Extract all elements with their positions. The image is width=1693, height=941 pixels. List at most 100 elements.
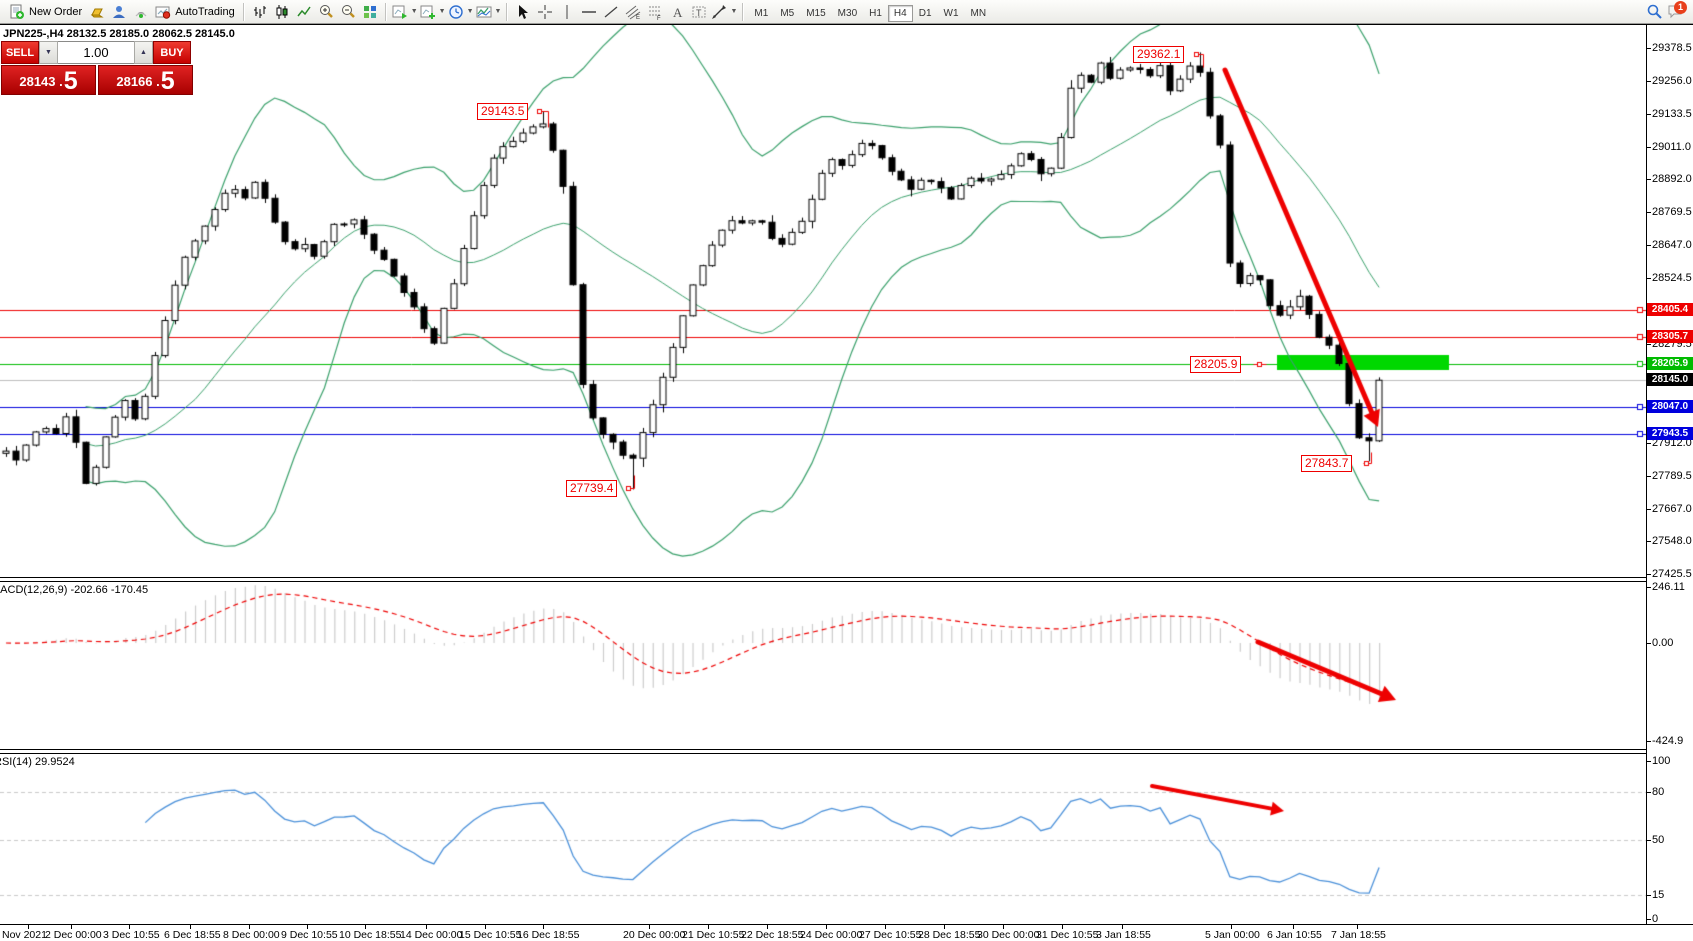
bar-chart-icon[interactable]	[249, 2, 271, 22]
rsi-tick-label: 100	[1646, 754, 1671, 767]
time-tick-label: 31 Dec 10:55	[1036, 929, 1099, 941]
pane-separator[interactable]	[0, 749, 1693, 754]
periods-dropdown-icon[interactable]: ▼	[447, 2, 475, 22]
vertical-line-icon[interactable]	[556, 2, 578, 22]
crosshair-icon[interactable]	[534, 2, 556, 22]
timeframe-button-h1[interactable]: H1	[869, 7, 882, 19]
time-tick	[1293, 925, 1294, 929]
indicators-icon[interactable]: ▼	[419, 2, 447, 22]
time-axis[interactable]: Nov 2021 2 Dec 00:00 3 Dec 10:55 6 Dec 18:5…	[0, 925, 1693, 941]
macd-tick-label: 0.00	[1646, 637, 1674, 649]
price-tick-label: 27548.0	[1647, 535, 1692, 547]
new-order-button[interactable]: New Order	[29, 5, 83, 18]
time-tick-label: 30 Dec 00:00	[977, 929, 1040, 941]
level-price-marker: 28205.9	[1647, 356, 1693, 370]
time-tick	[649, 925, 650, 929]
text-label-icon[interactable]: T	[688, 2, 710, 22]
fibonacci-icon[interactable]: F	[644, 2, 666, 22]
time-tick	[885, 925, 886, 929]
timeframe-button-m15[interactable]: M15	[806, 7, 826, 19]
autotrading-button[interactable]: AutoTrading	[175, 5, 235, 18]
svg-text:F: F	[657, 16, 661, 20]
price-tick-label: 28769.5	[1647, 206, 1692, 219]
timeframe-button-mn[interactable]: MN	[970, 7, 987, 19]
buy-price-display[interactable]: 28166 . 5	[98, 65, 193, 95]
gold-icon[interactable]	[86, 2, 108, 22]
price-tick-label: 27667.0	[1647, 502, 1692, 515]
toolbar-separator	[242, 2, 245, 21]
arrows-dropdown-icon[interactable]: ▼	[710, 2, 738, 22]
new-order-icon[interactable]	[6, 2, 28, 22]
one-click-trading-panel: SELL ▼ ▲ BUY 28143 . 5 28166 . 5	[1, 41, 195, 95]
rsi-tick-label: 50	[1646, 833, 1665, 846]
new-chart-icon[interactable]: ▼	[391, 2, 419, 22]
time-tick-label: 6 Jan 10:55	[1267, 929, 1322, 941]
symbol-ohlc-header: JPN225-,H4 28132.5 28185.0 28062.5 28145…	[3, 28, 235, 40]
price-tick-label: 29256.0	[1647, 74, 1692, 87]
timeframe-button-h4[interactable]: H4	[887, 4, 913, 22]
time-tick	[1357, 925, 1358, 929]
time-tick	[944, 925, 945, 929]
line-chart-icon[interactable]	[293, 2, 315, 22]
volume-increase-button[interactable]: ▲	[134, 41, 153, 64]
toolbar-separator	[742, 2, 745, 21]
price-tick-label: 28892.0	[1647, 173, 1692, 186]
level-price-marker: 27943.5	[1647, 427, 1693, 441]
notification-badge[interactable]: 1	[1674, 0, 1687, 14]
timeframe-button-m30[interactable]: M30	[837, 7, 858, 19]
horizontal-line-icon[interactable]	[578, 2, 600, 22]
price-callout-label[interactable]: 27843.7	[1301, 455, 1353, 472]
volume-decrease-button[interactable]: ▼	[39, 41, 58, 64]
price-callout-label[interactable]: 27739.4	[566, 480, 618, 497]
pane-separator[interactable]	[0, 577, 1693, 582]
signal-icon[interactable]	[130, 2, 152, 22]
time-tick-label: 10 Dec 18:55	[339, 929, 402, 941]
sell-button[interactable]: SELL	[1, 41, 39, 64]
buy-price-pips: 5	[160, 67, 175, 95]
time-tick-label: 8 Dec 00:00	[223, 929, 280, 941]
buy-button[interactable]: BUY	[153, 41, 191, 64]
timeframe-button-m1[interactable]: M1	[754, 7, 769, 19]
notifications-icon[interactable]: 1	[1665, 0, 1687, 22]
current-price-marker: 28145.0	[1647, 373, 1693, 387]
templates-dropdown-icon[interactable]: ▼	[475, 2, 503, 22]
sell-price-main: 28143 .	[19, 74, 63, 89]
search-icon[interactable]	[1643, 2, 1665, 22]
rsi-tick-label: 15	[1646, 889, 1665, 902]
timeframe-button-w1[interactable]: W1	[943, 7, 959, 19]
time-tick	[426, 925, 427, 929]
time-tick-label: Nov 2021	[2, 929, 47, 941]
price-callout-label[interactable]: 28205.9	[1190, 356, 1242, 373]
trendline-icon[interactable]	[600, 2, 622, 22]
candlestick-chart-icon[interactable]	[271, 2, 293, 22]
main-price-chart[interactable]	[0, 25, 1646, 577]
level-price-marker: 28405.4	[1647, 303, 1693, 317]
channel-icon[interactable]: E	[622, 2, 644, 22]
chart-top-border	[0, 24, 1693, 25]
time-tick	[1122, 925, 1123, 929]
price-callout-label[interactable]: 29143.5	[477, 103, 529, 120]
macd-indicator-pane[interactable]	[0, 581, 1646, 749]
autotrading-icon[interactable]	[152, 2, 174, 22]
timeframe-button-m5[interactable]: M5	[780, 7, 795, 19]
volume-input[interactable]	[58, 41, 134, 64]
sell-price-display[interactable]: 28143 . 5	[1, 65, 96, 95]
zoom-in-icon[interactable]	[315, 2, 337, 22]
price-callout-label[interactable]: 29362.1	[1133, 46, 1185, 63]
zoom-out-icon[interactable]	[337, 2, 359, 22]
community-icon[interactable]	[108, 2, 130, 22]
cursor-icon[interactable]	[512, 2, 534, 22]
time-tick	[307, 925, 308, 929]
time-tick	[1062, 925, 1063, 929]
tile-windows-icon[interactable]	[359, 2, 381, 22]
time-tick	[71, 925, 72, 929]
price-axis[interactable]: 29378.5 29256.0 29133.5 29011.0 28892.0 28769…	[1646, 25, 1693, 925]
time-tick-label: 3 Jan 18:55	[1096, 929, 1151, 941]
text-icon[interactable]: A	[666, 2, 688, 22]
time-tick	[28, 925, 29, 929]
price-tick-label: 27789.5	[1647, 469, 1692, 482]
time-tick-label: 24 Dec 00:00	[800, 929, 863, 941]
time-tick-label: 20 Dec 00:00	[623, 929, 686, 941]
timeframe-button-d1[interactable]: D1	[918, 7, 932, 19]
rsi-indicator-pane[interactable]	[0, 753, 1646, 924]
